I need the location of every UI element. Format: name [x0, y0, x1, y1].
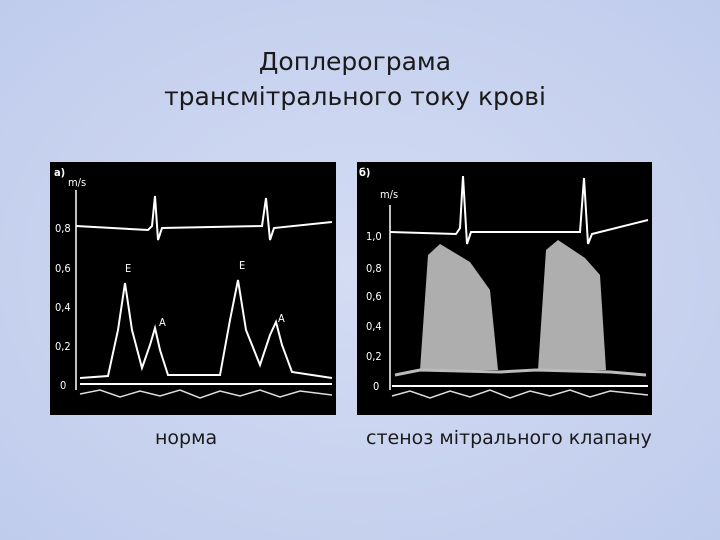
tick-label: 1,0 — [366, 230, 382, 243]
noise — [391, 389, 649, 399]
peak-label: A — [278, 312, 285, 325]
tick-label: 0 — [60, 379, 66, 392]
tick-label: 0,4 — [55, 301, 71, 314]
peak-label: E — [239, 259, 245, 272]
peak-label: E — [125, 262, 131, 275]
image-frame — [50, 162, 336, 415]
caption: стеноз мітрального клапану — [366, 427, 652, 449]
flow — [420, 244, 498, 370]
panel-label: б) — [359, 166, 370, 179]
tick-label: 0,6 — [55, 262, 71, 275]
tick-label: 0 — [373, 380, 379, 393]
title-line: трансмітрального току крові — [164, 82, 546, 111]
noise — [79, 389, 333, 399]
doppler-stenosis: б) m/s 1,0 0,8 0,6 0,4 0,2 0 — [357, 162, 652, 415]
peak-label: A — [159, 316, 166, 329]
unit: m/s — [380, 188, 398, 201]
flow-base — [394, 368, 647, 377]
tick-label: 0,6 — [366, 290, 382, 303]
tick-label: 0,2 — [366, 350, 382, 363]
doppler-normal: а) m/s 0,8 0,6 0,4 0,2 0 E E A A — [50, 162, 336, 415]
title-line: Доплерограма — [259, 47, 451, 76]
flow — [538, 240, 606, 370]
panel-label: а) — [54, 166, 65, 179]
tick-label: 0,8 — [366, 262, 382, 275]
caption: норма — [155, 427, 217, 449]
tick-label: 0,4 — [366, 320, 382, 333]
flow — [79, 279, 333, 379]
tick-label: 0,8 — [55, 222, 71, 235]
unit: m/s — [68, 176, 86, 189]
ecg — [75, 195, 333, 241]
image-frame — [357, 162, 652, 415]
ecg — [389, 175, 649, 245]
tick-label: 0,2 — [55, 340, 71, 353]
